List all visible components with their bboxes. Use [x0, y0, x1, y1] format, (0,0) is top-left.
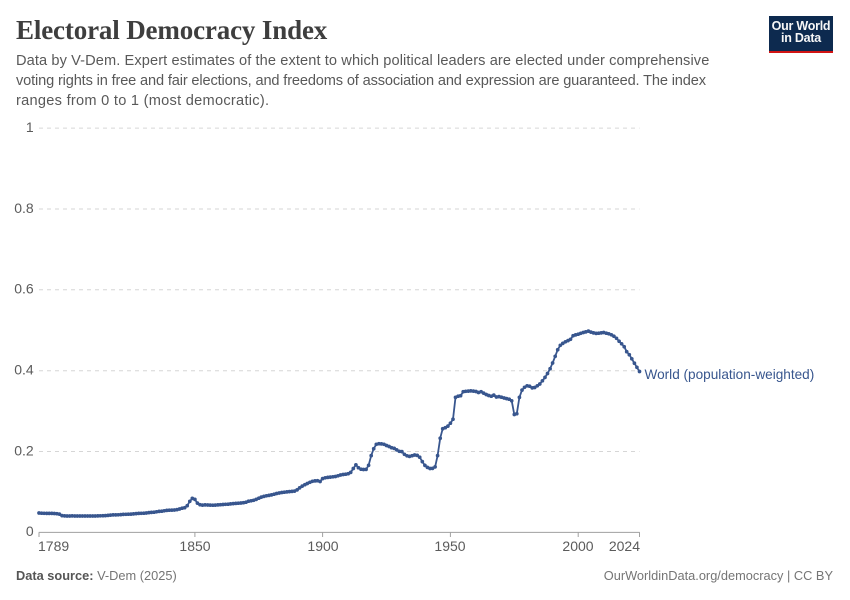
svg-text:World (population-weighted): World (population-weighted) [645, 367, 815, 382]
svg-text:1: 1 [26, 119, 34, 135]
svg-text:1789: 1789 [38, 538, 69, 554]
svg-text:0.8: 0.8 [14, 200, 34, 216]
svg-text:1900: 1900 [307, 538, 338, 554]
svg-text:0.6: 0.6 [14, 281, 34, 297]
svg-text:2024: 2024 [609, 538, 640, 554]
svg-text:1950: 1950 [434, 538, 465, 554]
svg-text:0.2: 0.2 [14, 442, 34, 458]
svg-text:0: 0 [26, 523, 34, 539]
svg-text:1850: 1850 [179, 538, 210, 554]
svg-text:2000: 2000 [562, 538, 593, 554]
svg-text:0.4: 0.4 [14, 362, 34, 378]
